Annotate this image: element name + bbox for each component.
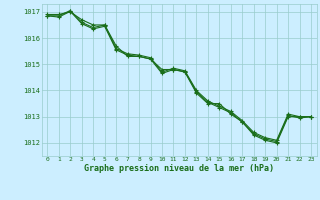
X-axis label: Graphe pression niveau de la mer (hPa): Graphe pression niveau de la mer (hPa) bbox=[84, 164, 274, 173]
